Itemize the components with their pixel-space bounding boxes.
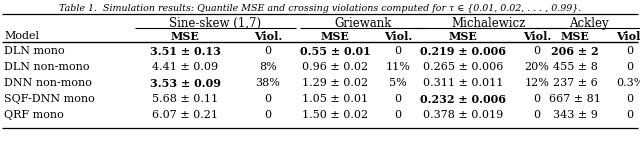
Text: 1.29 ± 0.02: 1.29 ± 0.02 [302,78,368,88]
Text: Table 1.  Simulation results: Quantile MSE and crossing violations computed for : Table 1. Simulation results: Quantile MS… [59,4,581,13]
Text: Michalewicz: Michalewicz [452,17,526,30]
Text: MSE: MSE [171,31,200,42]
Text: 0: 0 [533,46,541,56]
Text: Viol.: Viol. [523,31,551,42]
Text: Viol.: Viol. [254,31,282,42]
Text: MSE: MSE [561,31,589,42]
Text: 0: 0 [627,110,634,120]
Text: 12%: 12% [525,78,549,88]
Text: Sine-skew (1,7): Sine-skew (1,7) [170,17,262,30]
Text: 0.265 ± 0.006: 0.265 ± 0.006 [423,62,503,72]
Text: 0: 0 [394,110,401,120]
Text: 667 ± 81: 667 ± 81 [549,94,601,104]
Text: 0: 0 [264,46,271,56]
Text: 5.68 ± 0.11: 5.68 ± 0.11 [152,94,218,104]
Text: 0: 0 [533,110,541,120]
Text: 0.55 ± 0.01: 0.55 ± 0.01 [300,46,371,57]
Text: 0: 0 [264,110,271,120]
Text: DLN non-mono: DLN non-mono [4,62,90,72]
Text: 3.51 ± 0.13: 3.51 ± 0.13 [150,46,220,57]
Text: SQF-DNN mono: SQF-DNN mono [4,94,95,104]
Text: 0: 0 [394,46,401,56]
Text: 0: 0 [627,94,634,104]
Text: 4.41 ± 0.09: 4.41 ± 0.09 [152,62,218,72]
Text: 0: 0 [394,94,401,104]
Text: 11%: 11% [385,62,410,72]
Text: 3.53 ± 0.09: 3.53 ± 0.09 [150,78,221,89]
Text: 1.50 ± 0.02: 1.50 ± 0.02 [302,110,368,120]
Text: 343 ± 9: 343 ± 9 [552,110,597,120]
Text: MSE: MSE [449,31,477,42]
Text: Viol.: Viol. [616,31,640,42]
Text: DLN mono: DLN mono [4,46,65,56]
Text: 0.3%: 0.3% [616,78,640,88]
Text: 455 ± 8: 455 ± 8 [552,62,597,72]
Text: 38%: 38% [255,78,280,88]
Text: Model: Model [4,31,39,41]
Text: 0.96 ± 0.02: 0.96 ± 0.02 [302,62,368,72]
Text: 0.219 ± 0.006: 0.219 ± 0.006 [420,46,506,57]
Text: 0.232 ± 0.006: 0.232 ± 0.006 [420,94,506,105]
Text: Griewank: Griewank [334,17,392,30]
Text: QRF mono: QRF mono [4,110,64,120]
Text: 6.07 ± 0.21: 6.07 ± 0.21 [152,110,218,120]
Text: 0.378 ± 0.019: 0.378 ± 0.019 [423,110,503,120]
Text: Ackley: Ackley [569,17,608,30]
Text: 0: 0 [627,62,634,72]
Text: 237 ± 6: 237 ± 6 [552,78,597,88]
Text: 8%: 8% [259,62,277,72]
Text: 0: 0 [627,46,634,56]
Text: 206 ± 2: 206 ± 2 [551,46,599,57]
Text: DNN non-mono: DNN non-mono [4,78,92,88]
Text: 20%: 20% [525,62,549,72]
Text: 0: 0 [264,94,271,104]
Text: MSE: MSE [321,31,349,42]
Text: 0: 0 [533,94,541,104]
Text: 1.05 ± 0.01: 1.05 ± 0.01 [302,94,368,104]
Text: Viol.: Viol. [384,31,412,42]
Text: 0.311 ± 0.011: 0.311 ± 0.011 [423,78,503,88]
Text: 5%: 5% [389,78,407,88]
